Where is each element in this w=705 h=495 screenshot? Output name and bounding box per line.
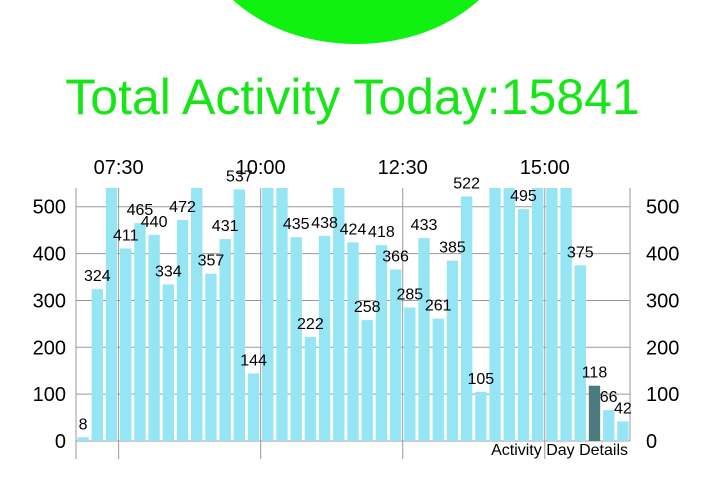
bar[interactable] [318, 235, 331, 441]
bar[interactable] [531, 188, 544, 441]
x-tick-label: 15:00 [520, 157, 570, 179]
bar-value-label: 431 [212, 218, 239, 235]
bar-value-label: 495 [510, 188, 537, 205]
bar-value-label: 285 [396, 286, 423, 303]
y-tick-label-left: 300 [33, 290, 66, 312]
bar[interactable] [546, 188, 558, 441]
bar-value-label: 435 [283, 216, 310, 233]
x-tick-label: 10:00 [236, 157, 286, 179]
bar-value-label: 324 [84, 268, 111, 285]
bar-value-label: 66 [600, 389, 618, 406]
bar[interactable] [489, 188, 501, 441]
bar-value-label: 334 [155, 264, 182, 281]
bar-value-label: 144 [240, 353, 267, 370]
bar-value-label: 105 [467, 371, 494, 388]
bar-value-label: 366 [382, 249, 409, 266]
bar-series [77, 188, 629, 441]
bar[interactable] [475, 391, 487, 441]
bar-value-label: 8 [79, 416, 88, 433]
x-tick-label: 07:30 [94, 157, 144, 179]
bar-value-label: 375 [567, 244, 594, 261]
bar-value-label: 537 [226, 168, 253, 185]
bar[interactable] [446, 260, 459, 441]
bar[interactable] [276, 188, 288, 441]
bar[interactable] [432, 318, 444, 441]
bar[interactable] [148, 234, 160, 441]
bar[interactable] [233, 189, 246, 441]
bar[interactable] [191, 188, 203, 441]
y-tick-label-right: 200 [646, 337, 679, 359]
bar-value-label: 411 [113, 227, 139, 244]
bar[interactable] [134, 223, 146, 441]
y-tick-label-left: 0 [55, 431, 66, 453]
bar-value-label: 433 [411, 217, 438, 234]
bar-value-label: 258 [354, 299, 381, 316]
bar-value-label: 42 [614, 400, 632, 417]
chart-description: Activity Day Details [491, 442, 628, 459]
y-tick-label-right: 100 [646, 384, 679, 406]
bar-value-label: 424 [340, 221, 367, 238]
bar-value-label: 222 [297, 316, 324, 333]
bar[interactable] [205, 273, 217, 441]
bar[interactable] [262, 188, 274, 441]
y-tick-label-left: 500 [33, 197, 66, 219]
bar[interactable] [77, 437, 89, 441]
bar[interactable] [290, 237, 302, 441]
bar[interactable] [404, 307, 416, 441]
chart-axes: 0 0 100 100 200 200 300 300 400 400 500 500 07:30 10:… [33, 157, 680, 453]
bar[interactable] [460, 196, 473, 441]
bar-value-label: 261 [425, 298, 452, 315]
y-tick-label-left: 100 [33, 384, 66, 406]
bar[interactable] [503, 188, 515, 441]
bar[interactable] [347, 242, 359, 441]
bar[interactable] [176, 219, 189, 441]
bar[interactable] [603, 410, 615, 441]
bar[interactable] [120, 248, 132, 441]
bar[interactable] [333, 188, 345, 441]
bar-value-label: 438 [311, 215, 338, 232]
bar[interactable] [162, 284, 175, 441]
bar-value-label: 118 [582, 365, 608, 382]
total-activity-title: Total Activity Today:15841 [65, 69, 640, 125]
bar[interactable] [91, 289, 103, 441]
bar[interactable] [560, 188, 572, 441]
bar[interactable] [389, 269, 402, 441]
bar-value-label: 440 [141, 214, 168, 231]
bar[interactable] [105, 188, 118, 441]
bar[interactable] [361, 320, 373, 441]
bar[interactable] [219, 239, 231, 441]
bar[interactable] [375, 245, 388, 441]
bar-value-label: 522 [453, 175, 480, 192]
y-tick-label-right: 300 [646, 290, 679, 312]
bar-value-label: 472 [169, 199, 196, 216]
bar-value-label: 385 [439, 240, 466, 257]
bar[interactable] [617, 421, 629, 441]
bar-selected[interactable] [588, 385, 601, 441]
x-tick-label: 12:30 [378, 157, 428, 179]
bar[interactable] [418, 238, 430, 441]
bar[interactable] [517, 209, 530, 441]
y-tick-label-left: 400 [33, 244, 66, 266]
bar[interactable] [574, 265, 586, 441]
bar-value-label: 357 [198, 253, 225, 270]
y-tick-label-right: 400 [646, 244, 679, 266]
y-tick-label-right: 0 [646, 431, 657, 453]
bar[interactable] [304, 336, 317, 441]
bar-value-label: 465 [127, 202, 154, 219]
y-tick-label-right: 500 [646, 197, 679, 219]
bar[interactable] [247, 373, 260, 441]
y-tick-label-left: 200 [33, 337, 66, 359]
bar-value-label: 418 [368, 224, 395, 241]
